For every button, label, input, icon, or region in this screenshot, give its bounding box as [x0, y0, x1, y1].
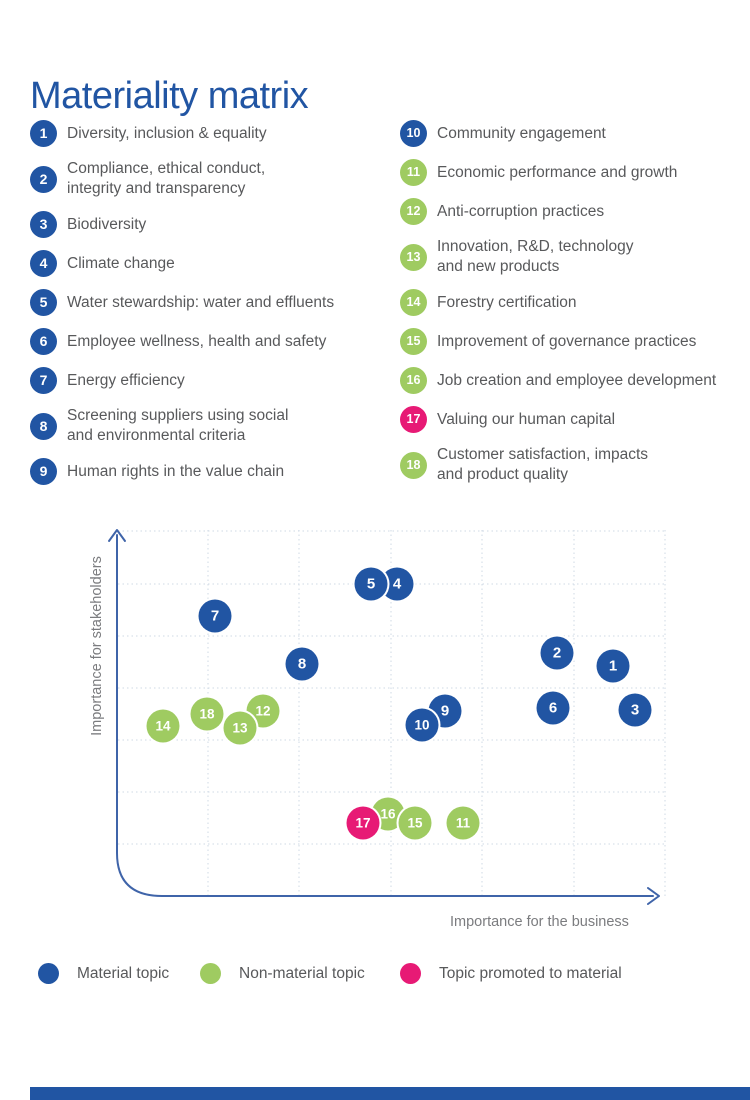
topic-label: Improvement of governance practices: [437, 332, 697, 350]
topic-number-badge: 5: [30, 289, 57, 316]
topic-number-badge: 10: [400, 120, 427, 147]
topic-number-badge: 16: [400, 367, 427, 394]
topic-label: Water stewardship: water and effluents: [67, 293, 335, 311]
chart-point-5: 5: [354, 567, 388, 601]
topic-label: Energy efficiency: [67, 371, 185, 389]
topic-item-8: 8 Screening suppliers using social and en…: [30, 406, 375, 446]
chart-point-18: 18: [190, 697, 224, 731]
topic-label: Economic performance and growth: [437, 163, 678, 181]
topic-number-badge: 1: [30, 120, 57, 147]
topic-number-badge: 17: [400, 406, 427, 433]
topic-number-badge: 11: [400, 159, 427, 186]
topic-item-12: 12 Anti-corruption practices: [400, 198, 745, 225]
topic-item-13: 13 Innovation, R&D, technology and new pr…: [400, 237, 745, 277]
topic-item-7: 7 Energy efficiency: [30, 367, 375, 394]
y-axis-arrow-icon: [108, 529, 126, 542]
topic-label: Human rights in the value chain: [67, 462, 285, 480]
legend-item-promoted: Topic promoted to material: [400, 963, 622, 984]
topic-item-15: 15 Improvement of governance practices: [400, 328, 745, 355]
legend-dot-non_material: [200, 963, 221, 984]
topic-item-4: 4 Climate change: [30, 250, 375, 277]
topic-number-badge: 12: [400, 198, 427, 225]
topic-number-badge: 14: [400, 289, 427, 316]
legend-label: Topic promoted to material: [439, 964, 622, 982]
topic-label: Innovation, R&D, technology and new prod…: [437, 238, 634, 275]
topics-column-left: 1 Diversity, inclusion & equality 2 Complia…: [30, 120, 375, 497]
chart-point-7: 7: [198, 599, 232, 633]
topic-item-11: 11 Economic performance and growth: [400, 159, 745, 186]
topic-label: Valuing our human capital: [437, 410, 616, 428]
topic-label: Biodiversity: [67, 215, 147, 233]
topic-label: Customer satisfaction, impacts and produ…: [437, 446, 649, 483]
topic-label: Community engagement: [437, 124, 606, 142]
topic-number-badge: 18: [400, 451, 427, 479]
chart-point-14: 14: [146, 709, 180, 743]
topic-item-14: 14 Forestry certification: [400, 289, 745, 316]
topic-item-17: 17 Valuing our human capital: [400, 406, 745, 433]
topic-number-badge: 9: [30, 458, 57, 485]
topic-item-1: 1 Diversity, inclusion & equality: [30, 120, 375, 147]
chart-point-11: 11: [446, 806, 480, 840]
topic-number-badge: 15: [400, 328, 427, 355]
topic-item-5: 5 Water stewardship: water and effluents: [30, 289, 375, 316]
chart-gridlines: [118, 530, 666, 896]
topic-number-badge: 8: [30, 412, 57, 440]
topic-item-18: 18 Customer satisfaction, impacts and pro…: [400, 445, 745, 485]
legend-item-material: Material topic: [38, 963, 200, 984]
chart-point-8: 8: [285, 647, 319, 681]
legend-label: Material topic: [77, 964, 170, 982]
topic-label: Compliance, ethical conduct, integrity a…: [67, 160, 266, 197]
chart-point-12: 12: [246, 694, 280, 728]
topics-column-right: 10 Community engagement 11 Economic perform…: [400, 120, 745, 497]
topic-number-badge: 3: [30, 211, 57, 238]
chart-point-3: 3: [618, 693, 652, 727]
topic-label: Forestry certification: [437, 293, 577, 311]
chart-point-15: 15: [398, 806, 432, 840]
topic-label: Anti-corruption practices: [437, 202, 605, 220]
topic-label: Climate change: [67, 254, 175, 272]
topic-number-badge: 4: [30, 250, 57, 277]
x-axis-arrow-icon: [647, 887, 660, 905]
chart-point-10: 10: [405, 708, 439, 742]
topic-number-badge: 6: [30, 328, 57, 355]
chart-point-6: 6: [536, 691, 570, 725]
legend-dot-material: [38, 963, 59, 984]
topic-item-16: 16 Job creation and employee development: [400, 367, 745, 394]
topic-item-2: 2 Compliance, ethical conduct, integrity …: [30, 159, 375, 199]
topic-label: Job creation and employee development: [437, 371, 717, 389]
topic-item-9: 9 Human rights in the value chain: [30, 458, 375, 485]
topic-label: Screening suppliers using social and env…: [67, 407, 289, 444]
topic-number-badge: 13: [400, 243, 427, 271]
topic-item-3: 3 Biodiversity: [30, 211, 375, 238]
topic-item-10: 10 Community engagement: [400, 120, 745, 147]
x-axis-label: Importance for the business: [450, 914, 629, 930]
chart-point-2: 2: [540, 636, 574, 670]
chart-point-17: 17: [346, 806, 380, 840]
topic-label: Employee wellness, health and safety: [67, 332, 327, 350]
legend-dot-promoted: [400, 963, 421, 984]
chart-point-1: 1: [596, 649, 630, 683]
legend-item-non_material: Non-material topic: [200, 963, 400, 984]
chart-axes: [108, 529, 660, 905]
topic-number-badge: 7: [30, 367, 57, 394]
page-title: Materiality matrix: [30, 75, 309, 118]
chart-legend: Material topic Non-material topic Topic pr…: [38, 963, 622, 984]
footer-bar: [30, 1087, 750, 1100]
topic-number-badge: 2: [30, 165, 57, 193]
topic-item-6: 6 Employee wellness, health and safety: [30, 328, 375, 355]
legend-label: Non-material topic: [239, 964, 365, 982]
topic-label: Diversity, inclusion & equality: [67, 124, 267, 142]
y-axis-label: Importance for stakeholders: [89, 556, 105, 736]
chart-point-13: 13: [223, 711, 257, 745]
